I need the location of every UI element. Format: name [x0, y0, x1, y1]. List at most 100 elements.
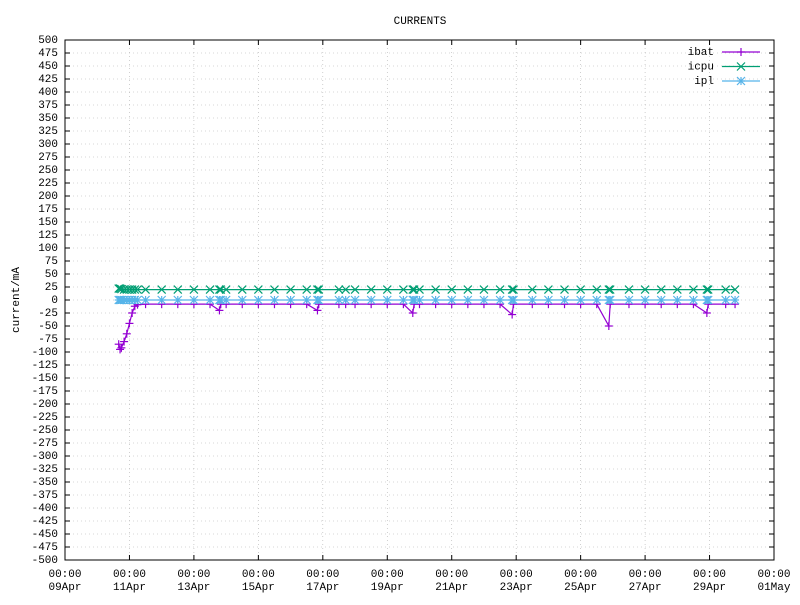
y-tick-label: -250 — [32, 425, 58, 437]
marker-stroke — [495, 295, 505, 305]
marker-stroke — [624, 295, 634, 305]
data-point — [605, 295, 615, 305]
marker-stroke — [447, 295, 457, 305]
data-point — [736, 76, 746, 86]
data-point — [605, 285, 615, 295]
data-point — [141, 295, 150, 305]
data-point — [689, 295, 698, 305]
data-point — [382, 295, 392, 305]
data-point — [286, 285, 296, 295]
data-point — [221, 295, 231, 305]
data-point — [560, 285, 569, 295]
y-tick-label: -75 — [38, 334, 58, 346]
marker-stroke — [341, 285, 351, 295]
data-point — [479, 295, 489, 305]
marker-stroke — [730, 285, 740, 295]
data-point — [576, 285, 586, 295]
data-point — [122, 329, 131, 338]
data-point — [703, 285, 713, 295]
legend-label: ipl — [694, 76, 714, 88]
data-point — [189, 295, 199, 305]
y-tick-label: -150 — [32, 373, 58, 385]
data-point — [507, 285, 517, 295]
marker-stroke — [624, 285, 634, 295]
marker-stroke — [592, 285, 602, 295]
y-tick-label: -500 — [32, 555, 58, 567]
marker-stroke — [382, 295, 392, 305]
y-tick-label: 350 — [38, 113, 58, 125]
data-point — [730, 285, 740, 295]
y-tick-label: 475 — [38, 48, 58, 60]
y-tick-label: 225 — [38, 178, 58, 190]
data-point — [270, 295, 279, 305]
x-tick-label: 00:00 19Apr — [371, 569, 404, 594]
data-point — [130, 285, 140, 295]
y-tick-label: 125 — [38, 230, 58, 242]
marker-stroke — [253, 295, 263, 305]
y-tick-label: 375 — [38, 100, 58, 112]
y-tick-label: -125 — [32, 360, 58, 372]
marker-stroke — [447, 285, 457, 295]
marker-stroke — [314, 285, 324, 295]
y-tick-label: -100 — [32, 347, 58, 359]
y-tick-label: -25 — [38, 308, 58, 320]
data-point — [408, 309, 417, 317]
marker-stroke — [689, 295, 698, 305]
marker-stroke — [730, 295, 740, 305]
data-point — [341, 295, 351, 305]
data-point — [173, 295, 183, 305]
data-point — [689, 285, 698, 295]
y-tick-label: 500 — [38, 35, 58, 47]
data-point — [672, 285, 682, 295]
y-axis-label: current/mA — [11, 267, 23, 333]
marker-stroke — [214, 285, 224, 295]
marker-stroke — [656, 295, 666, 305]
y-tick-label: 425 — [38, 74, 58, 86]
data-point — [415, 295, 424, 305]
marker-stroke — [721, 285, 731, 295]
x-tick-label: 00:00 01May — [757, 569, 790, 594]
marker-stroke — [205, 295, 215, 305]
marker-stroke — [672, 285, 682, 295]
data-point — [350, 295, 360, 305]
x-tick-label: 00:00 17Apr — [306, 569, 339, 594]
data-point — [270, 285, 279, 295]
y-tick-label: 75 — [45, 256, 58, 268]
data-point — [508, 310, 517, 319]
marker-stroke — [703, 285, 713, 295]
data-point — [672, 295, 682, 305]
marker-stroke — [130, 285, 140, 295]
marker-stroke — [286, 285, 296, 295]
marker-stroke — [173, 295, 183, 305]
marker-stroke — [543, 285, 553, 295]
marker-stroke — [431, 285, 441, 295]
data-point — [702, 285, 712, 295]
data-point — [237, 285, 247, 295]
data-point — [721, 295, 731, 305]
data-point — [604, 322, 613, 330]
y-tick-label: 150 — [38, 217, 58, 229]
data-point — [509, 295, 518, 305]
data-point — [157, 285, 167, 295]
marker-stroke — [736, 76, 746, 86]
data-point — [117, 343, 126, 352]
data-point — [302, 285, 312, 295]
data-point — [366, 285, 376, 295]
data-point — [237, 295, 247, 305]
marker-stroke — [640, 285, 650, 295]
y-tick-label: 450 — [38, 61, 58, 73]
marker-stroke — [141, 285, 150, 295]
y-tick-label: 275 — [38, 152, 58, 164]
y-tick-label: 250 — [38, 165, 58, 177]
marker-stroke — [703, 295, 713, 305]
marker-stroke — [313, 285, 322, 295]
marker-stroke — [463, 295, 473, 305]
data-point — [721, 285, 731, 295]
data-point — [302, 295, 312, 305]
marker-stroke — [157, 285, 167, 295]
data-point — [431, 285, 441, 295]
y-tick-label: 100 — [38, 243, 58, 255]
marker-stroke — [314, 295, 324, 305]
data-point — [604, 285, 614, 295]
